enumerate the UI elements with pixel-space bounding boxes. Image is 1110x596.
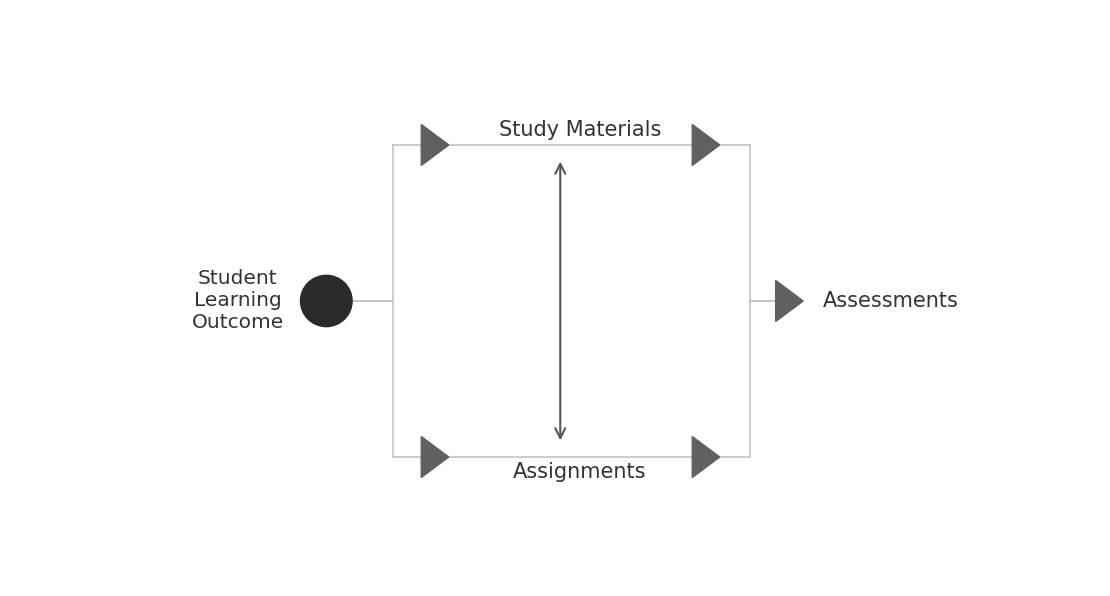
Text: Student
Learning
Outcome: Student Learning Outcome	[192, 269, 284, 333]
Polygon shape	[422, 125, 448, 166]
Polygon shape	[693, 125, 719, 166]
Polygon shape	[422, 436, 448, 477]
Text: Assessments: Assessments	[823, 291, 959, 311]
Text: Assignments: Assignments	[513, 462, 647, 482]
Ellipse shape	[301, 275, 352, 327]
Polygon shape	[693, 436, 719, 477]
Polygon shape	[776, 281, 804, 321]
Text: Study Materials: Study Materials	[498, 120, 662, 140]
